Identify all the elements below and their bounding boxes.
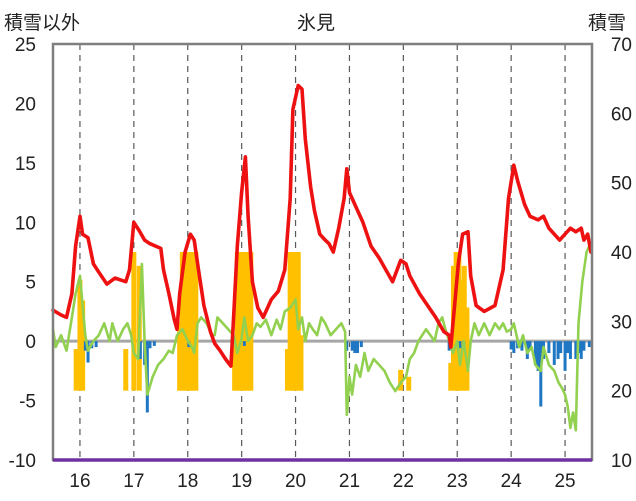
negative-bar: [242, 341, 246, 346]
snow-bar: [80, 300, 86, 391]
negative-bar: [556, 341, 560, 359]
snow-bar: [179, 252, 185, 391]
right-tick-label: 60: [611, 104, 632, 125]
x-tick-label: 16: [69, 471, 90, 492]
left-tick-label: -10: [9, 451, 36, 472]
negative-bar: [520, 341, 524, 351]
snow-bar: [461, 265, 467, 391]
snow-bar: [284, 349, 290, 391]
snow-bar: [190, 252, 196, 391]
negative-bar: [359, 341, 363, 348]
negative-bar: [536, 341, 540, 371]
negative-bar: [528, 341, 532, 351]
negative-bar: [533, 341, 537, 365]
red-line: [51, 83, 593, 368]
snow-bar: [459, 279, 465, 391]
negative-bar: [512, 341, 516, 354]
snow-bar: [245, 252, 251, 391]
snow-bar: [177, 321, 183, 391]
negative-bar: [345, 341, 349, 351]
snow-bar: [406, 376, 412, 391]
x-tick-label: 24: [501, 471, 523, 492]
snow-bar: [73, 349, 79, 391]
right-tick-label: 50: [611, 174, 632, 195]
left-tick-label: 25: [15, 35, 36, 56]
right-tick-label: 40: [611, 243, 632, 264]
negative-bar: [509, 341, 513, 350]
negative-bar: [138, 341, 142, 359]
snow-bar: [182, 252, 188, 391]
snow-bar: [287, 252, 293, 391]
negative-bar: [547, 341, 551, 354]
right-tick-label: 20: [611, 382, 632, 403]
snow-bar: [290, 252, 296, 391]
right-tick-label: 30: [611, 312, 632, 333]
x-tick-label: 23: [447, 471, 468, 492]
negative-bar: [566, 341, 570, 354]
x-tick-label: 18: [177, 471, 198, 492]
snow-bar: [248, 252, 254, 391]
snow-bar: [448, 362, 454, 391]
left-tick-label: 5: [25, 273, 36, 294]
left-tick-label: 20: [15, 94, 36, 115]
left-tick-label: 0: [25, 332, 36, 353]
right-tick-label: 70: [611, 35, 632, 56]
negative-bar: [83, 341, 87, 351]
green-line: [51, 242, 594, 432]
negative-bar: [559, 341, 563, 354]
left-tick-label: -5: [19, 392, 36, 413]
negative-bar: [458, 341, 462, 349]
snow-bar: [234, 252, 240, 391]
snow-bar: [298, 335, 304, 391]
left-tick-label: 10: [15, 213, 36, 234]
snow-bar: [464, 307, 470, 391]
snow-bar: [453, 252, 459, 391]
negative-bar: [587, 341, 591, 348]
x-tick-label: 22: [393, 471, 414, 492]
snow-bar: [456, 252, 462, 391]
snow-bar: [237, 252, 243, 391]
negative-bar: [152, 341, 156, 346]
x-tick-label: 19: [231, 471, 252, 492]
snow-bar: [123, 349, 129, 391]
negative-bar: [582, 341, 586, 351]
snow-bar: [185, 252, 191, 391]
x-tick-label: 17: [123, 471, 144, 492]
negative-bar: [563, 341, 567, 371]
chart-title: 氷見: [297, 13, 336, 34]
left-axis-label: 積雪以外: [4, 13, 81, 34]
negative-bar: [356, 341, 360, 354]
negative-bar: [148, 341, 152, 349]
x-tick-label: 20: [285, 471, 306, 492]
ticks-layer: -10 -5 0 5 10 15 20 25 10 20 30 40 50 60 70 16 17 18 19 20 2…: [9, 35, 632, 492]
frame-layer: [51, 42, 594, 462]
right-tick-label: 10: [611, 451, 632, 472]
negative-bar: [350, 341, 354, 351]
negative-bar: [353, 341, 357, 354]
x-tick-label: 25: [554, 471, 575, 492]
negative-bar: [552, 341, 556, 365]
left-tick-label: 15: [15, 154, 36, 175]
snow-bar: [398, 369, 404, 391]
snow-bar: [193, 252, 199, 391]
x-tick-label: 21: [339, 471, 360, 492]
negative-bar: [574, 341, 578, 359]
snow-bar: [77, 279, 83, 391]
lines-layer: [51, 83, 594, 432]
negative-bar: [94, 341, 98, 348]
snow-bar: [293, 252, 299, 391]
right-axis-label: 積雪: [588, 13, 627, 34]
snow-bar: [232, 335, 238, 391]
negative-bar: [539, 341, 543, 407]
snow-bar: [187, 252, 193, 391]
snow-bar: [131, 252, 137, 391]
negative-bar: [579, 341, 583, 359]
negative-bar: [568, 341, 572, 359]
